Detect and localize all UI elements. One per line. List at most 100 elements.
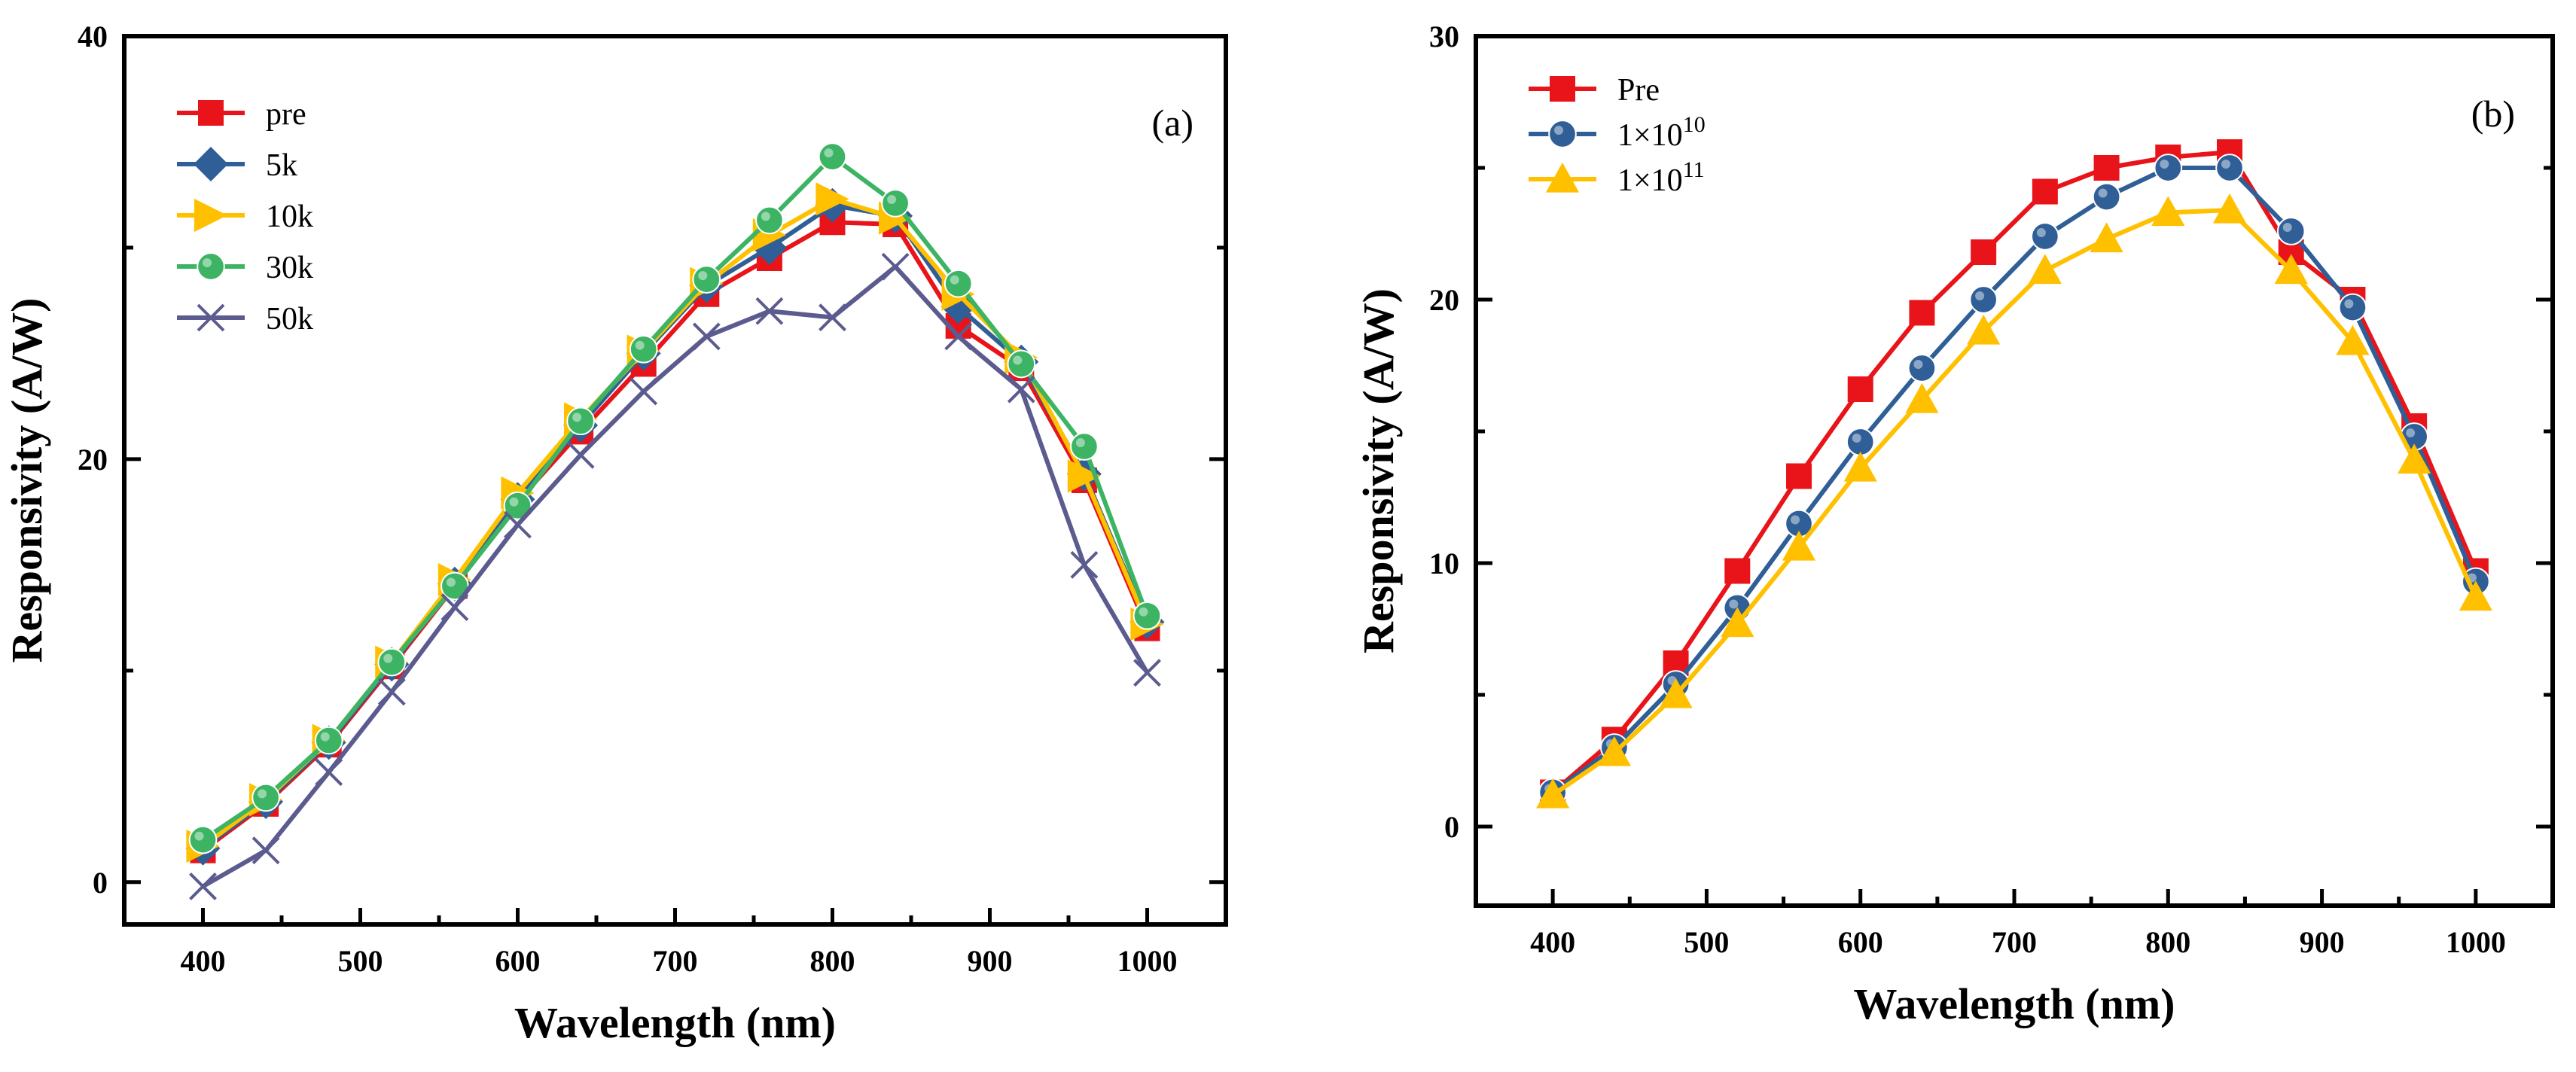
data-point	[1007, 349, 1036, 379]
data-point	[1846, 428, 1875, 456]
data-point	[2090, 222, 2123, 253]
data-point	[252, 836, 280, 865]
legend-label: 1×1010	[1617, 112, 1706, 153]
data-point	[252, 783, 280, 812]
data-point	[1905, 382, 1939, 413]
x-tick-label: 600	[1838, 925, 1883, 959]
data-point	[692, 265, 721, 294]
data-point-highlight	[320, 732, 330, 742]
data-point-highlight	[698, 271, 708, 281]
data-point	[944, 322, 973, 351]
series-30k	[188, 142, 1162, 854]
legend-label: 30k	[266, 251, 313, 285]
x-tick-label: 400	[1530, 925, 1575, 959]
y-tick-label: 0	[93, 866, 108, 900]
legend-label: pre	[266, 97, 306, 132]
data-point-highlight	[2344, 299, 2354, 309]
data-point	[1967, 314, 2001, 345]
data-point	[189, 873, 217, 900]
data-point	[2336, 324, 2370, 355]
data-point	[1007, 375, 1035, 404]
data-point-highlight	[509, 497, 519, 507]
data-point-highlight	[761, 212, 770, 221]
data-point	[315, 758, 343, 787]
data-point-highlight	[2282, 223, 2292, 232]
data-point	[881, 252, 910, 281]
data-point-highlight	[824, 148, 834, 158]
data-point	[1909, 300, 1935, 326]
x-tick-label: 800	[2145, 925, 2190, 959]
data-point	[2092, 182, 2121, 212]
legend-label: 5k	[266, 148, 297, 183]
data-point	[504, 510, 532, 539]
y-tick-label: 0	[1444, 810, 1459, 844]
data-point	[2031, 222, 2059, 251]
data-point	[1847, 376, 1873, 402]
data-point	[566, 407, 595, 436]
data-point	[2215, 154, 2244, 182]
x-tick-label: 500	[1684, 925, 1729, 959]
data-point	[1786, 463, 1812, 489]
data-point-highlight	[2406, 428, 2416, 437]
data-point	[1969, 285, 1998, 314]
data-point-highlight	[2160, 160, 2169, 169]
y-tick-label: 20	[78, 443, 108, 477]
data-point	[1536, 778, 1570, 809]
data-point-highlight	[258, 789, 267, 799]
data-point	[1070, 432, 1099, 461]
legend-label: 50k	[266, 302, 313, 337]
data-point	[755, 206, 784, 235]
y-tick-label: 40	[78, 20, 108, 53]
data-point-highlight	[572, 413, 582, 422]
x-axis-title: Wavelength (nm)	[514, 998, 836, 1047]
data-point	[2459, 580, 2492, 611]
legend-marker	[198, 100, 224, 126]
data-point-highlight	[2098, 188, 2108, 198]
data-point	[314, 726, 343, 755]
legend-marker-highlight	[203, 258, 212, 267]
panel-label: (b)	[2471, 93, 2515, 135]
legend-marker	[1550, 76, 1575, 102]
legend-marker	[1545, 162, 1580, 193]
data-point-highlight	[1075, 438, 1085, 448]
data-point	[2032, 178, 2058, 205]
series-50k	[189, 252, 1161, 900]
data-point-highlight	[2221, 160, 2230, 169]
data-point	[755, 297, 784, 325]
data-point	[2212, 193, 2247, 224]
data-point	[629, 334, 658, 364]
data-point	[1843, 451, 1877, 482]
data-point	[2274, 254, 2308, 285]
chart-panel-a: 400 500 600 700 800 900 1000 0 20 40 Wavelength (n…	[2, 20, 1228, 1047]
x-tick-label: 800	[810, 944, 855, 978]
x-tick-label: 600	[495, 944, 541, 978]
data-point-highlight	[1852, 434, 1861, 443]
legend-label: 1×1011	[1617, 157, 1705, 198]
data-point	[2276, 217, 2306, 245]
x-axis-title: Wavelength (nm)	[1854, 979, 2175, 1028]
data-point	[692, 322, 721, 351]
data-point	[751, 230, 787, 265]
data-point	[1971, 239, 1997, 265]
data-point	[818, 142, 847, 171]
data-point	[1070, 550, 1099, 579]
data-point	[441, 593, 469, 621]
data-point-highlight	[950, 275, 959, 285]
legend-marker	[197, 252, 225, 281]
data-point	[503, 491, 532, 520]
data-point	[2338, 293, 2367, 322]
data-point	[1133, 659, 1161, 687]
data-point	[2151, 196, 2185, 227]
legend-marker	[194, 147, 228, 181]
data-point	[2154, 154, 2183, 182]
legend-marker	[194, 198, 228, 233]
data-point	[815, 182, 849, 216]
series-line	[1551, 208, 2478, 797]
x-tick-label: 900	[2300, 925, 2345, 959]
data-point-highlight	[1975, 291, 1985, 300]
x-tick-label: 700	[1992, 925, 2037, 959]
x-tick-label: 400	[181, 944, 226, 978]
y-axis-title: Responsivity (A/W)	[1354, 288, 1403, 653]
